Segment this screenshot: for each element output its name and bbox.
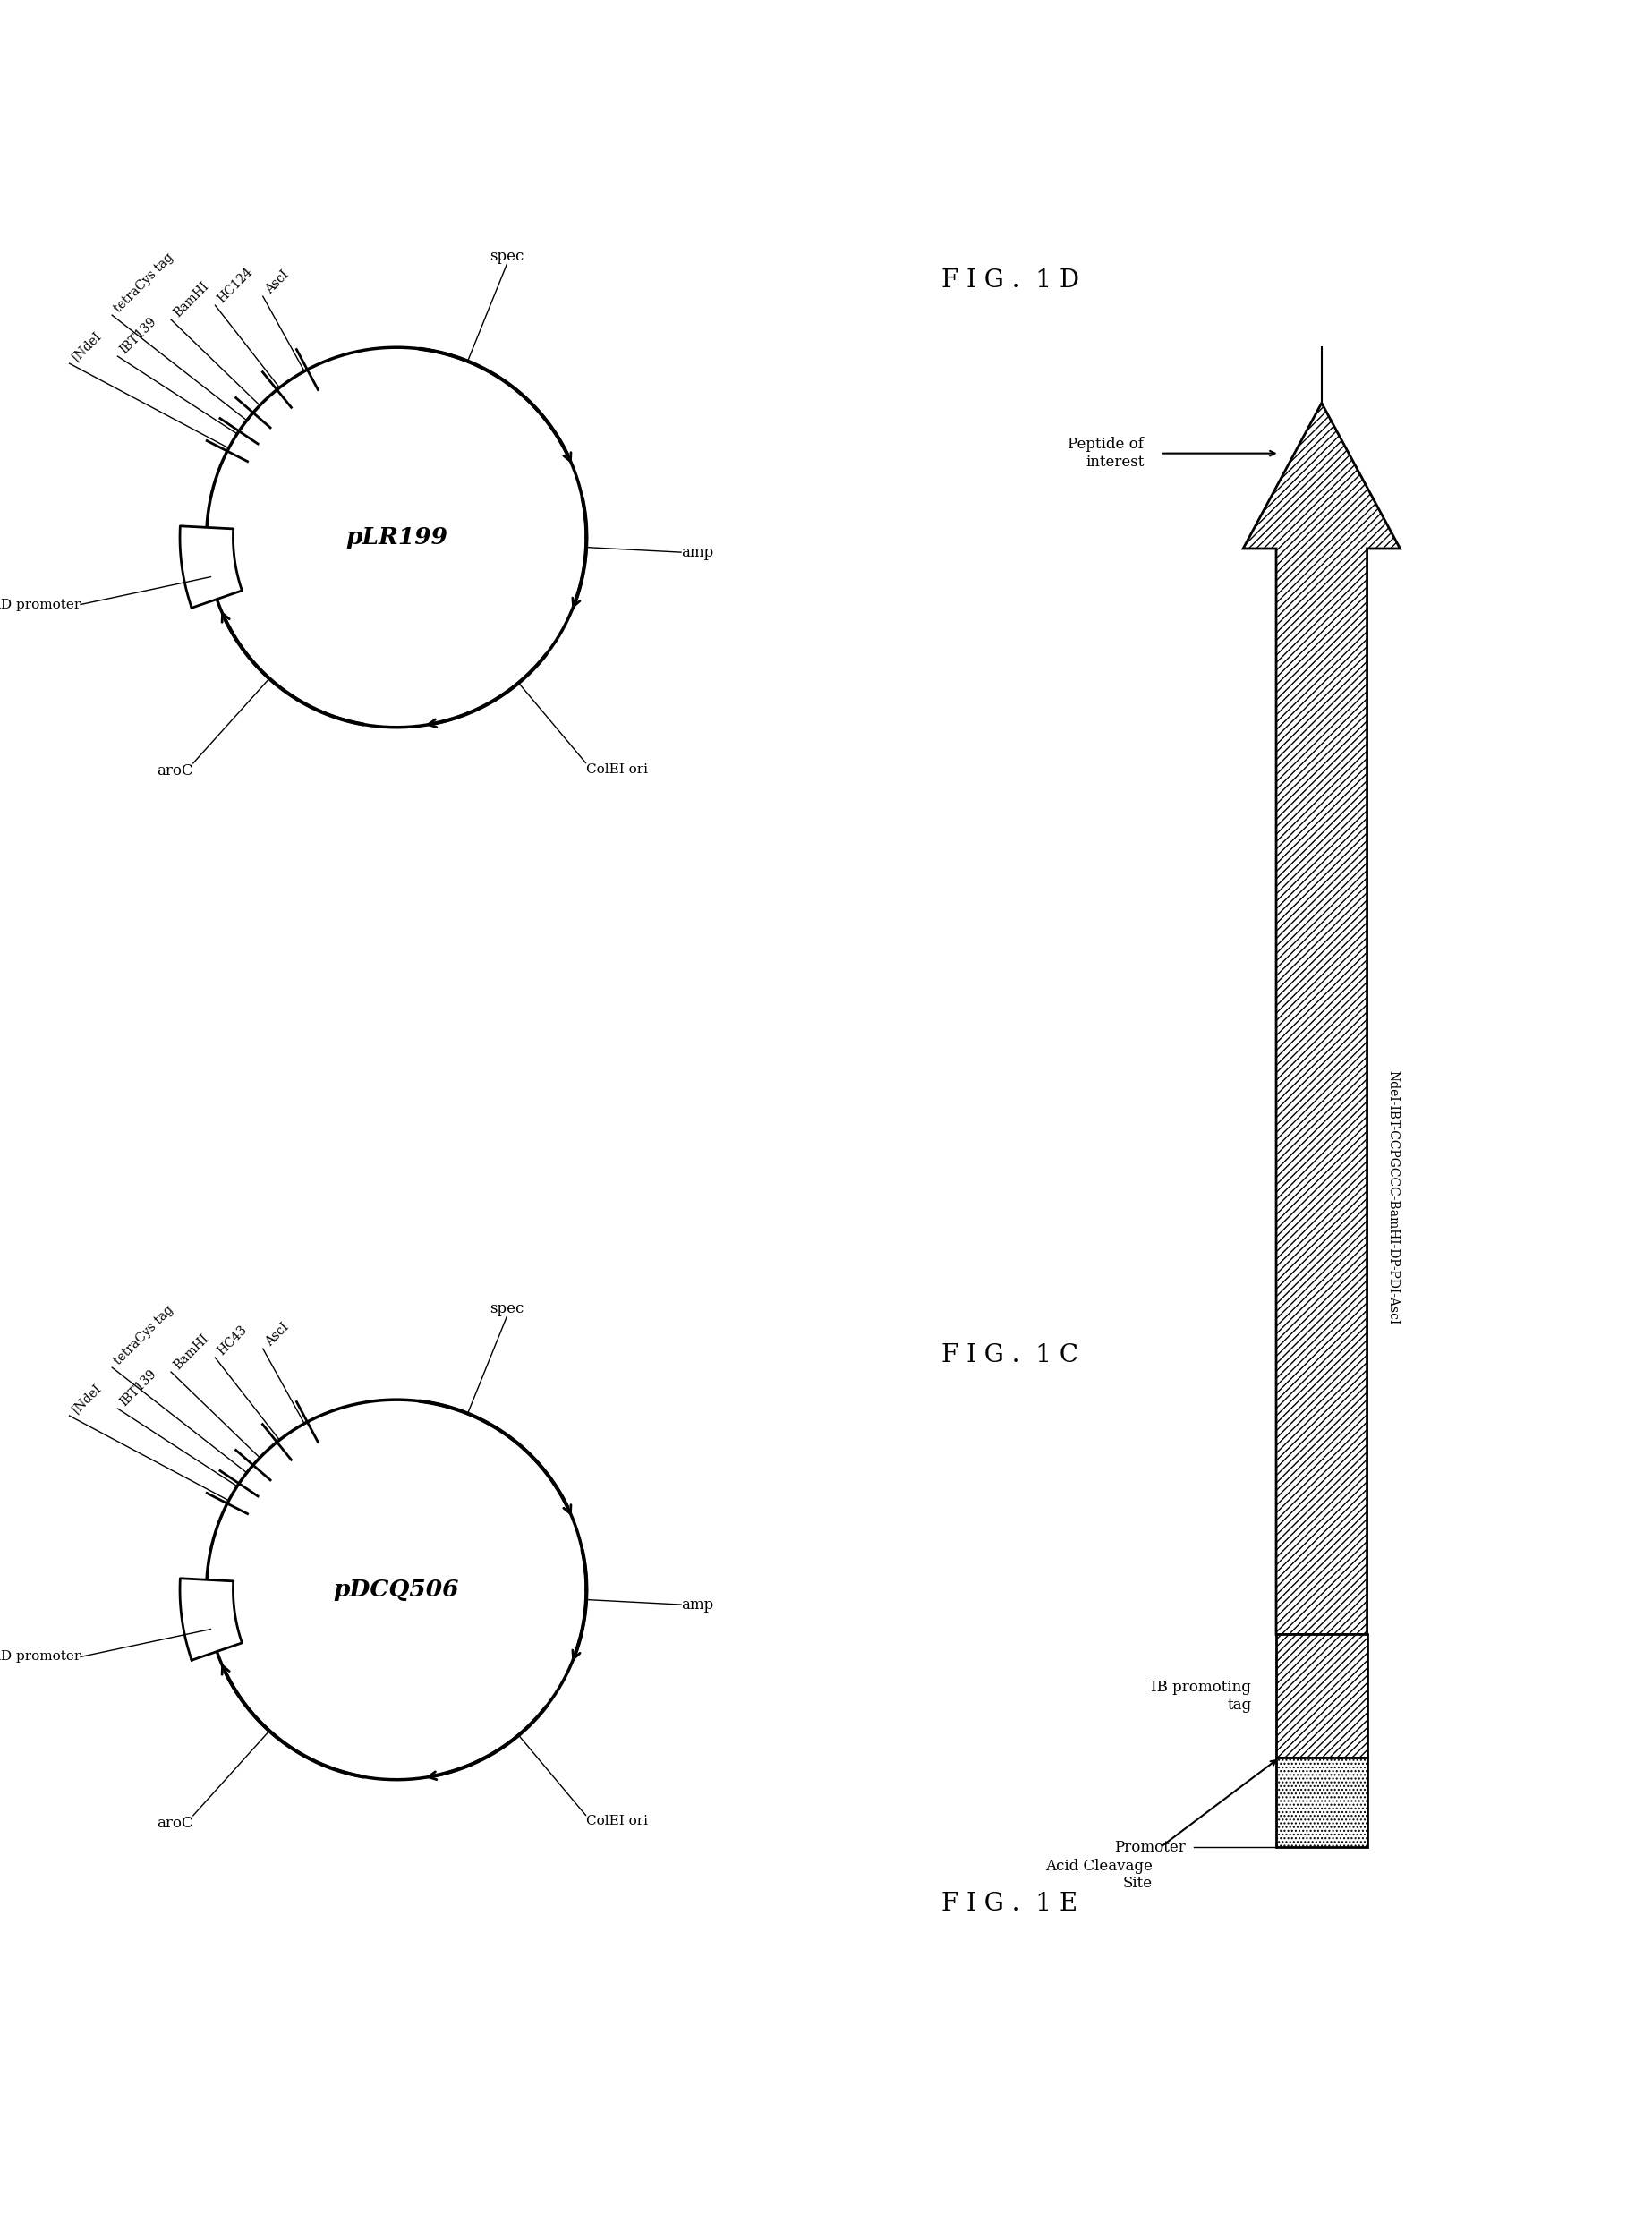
Text: pDCQ506: pDCQ506 xyxy=(334,1578,459,1601)
Text: pBAD promoter: pBAD promoter xyxy=(0,1650,81,1664)
Polygon shape xyxy=(1275,1758,1368,1847)
Text: pBAD promoter: pBAD promoter xyxy=(0,598,81,611)
Text: amp: amp xyxy=(681,544,714,560)
Polygon shape xyxy=(180,526,241,607)
Text: AscI: AscI xyxy=(263,1321,291,1348)
Text: F I G .  1 E: F I G . 1 E xyxy=(942,1892,1077,1917)
Text: ColEI ori: ColEI ori xyxy=(586,763,648,775)
Text: AscI: AscI xyxy=(263,269,291,296)
Text: ⌈NdeI: ⌈NdeI xyxy=(69,329,104,363)
Polygon shape xyxy=(1275,1634,1368,1758)
Text: IBT139: IBT139 xyxy=(117,316,159,356)
Text: Acid Cleavage
Site: Acid Cleavage Site xyxy=(1046,1858,1153,1892)
Text: F I G .  1 C: F I G . 1 C xyxy=(942,1343,1079,1368)
Text: BamHI: BamHI xyxy=(172,280,211,320)
Text: HC43: HC43 xyxy=(215,1323,249,1357)
Text: HC124: HC124 xyxy=(215,266,254,305)
Text: ⌈NdeI: ⌈NdeI xyxy=(69,1381,104,1415)
Text: F I G .  1 D: F I G . 1 D xyxy=(942,269,1079,293)
Text: BamHI: BamHI xyxy=(172,1332,211,1373)
Text: amp: amp xyxy=(681,1596,714,1612)
Text: ColEI ori: ColEI ori xyxy=(586,1816,648,1827)
Text: tetraCys tag: tetraCys tag xyxy=(112,1303,177,1368)
Text: IBT139: IBT139 xyxy=(117,1368,159,1408)
Text: tetraCys tag: tetraCys tag xyxy=(112,251,177,316)
Text: pLR199: pLR199 xyxy=(345,526,448,549)
Text: spec: spec xyxy=(489,1301,524,1317)
Text: Promoter: Promoter xyxy=(1113,1840,1186,1854)
Text: IB promoting
tag: IB promoting tag xyxy=(1151,1679,1252,1713)
Text: aroC: aroC xyxy=(157,763,193,779)
Polygon shape xyxy=(1242,403,1401,1634)
Text: Peptide of
interest: Peptide of interest xyxy=(1069,437,1145,470)
Polygon shape xyxy=(180,1578,241,1659)
Text: spec: spec xyxy=(489,249,524,264)
Text: aroC: aroC xyxy=(157,1816,193,1832)
Text: NdeI-IBT-CCPGCCC-BamHI-DP-PDI-AscI: NdeI-IBT-CCPGCCC-BamHI-DP-PDI-AscI xyxy=(1388,1070,1399,1325)
